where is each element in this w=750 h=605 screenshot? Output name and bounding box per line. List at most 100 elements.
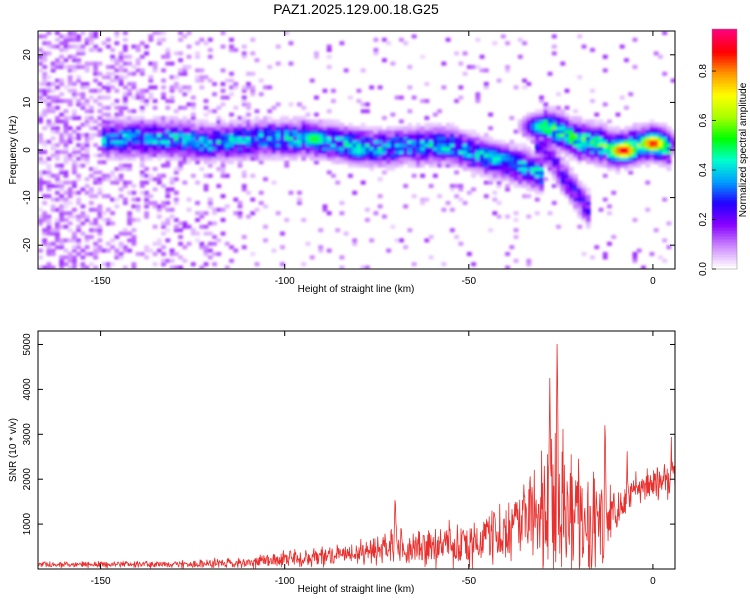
heatmap-cell <box>539 116 544 120</box>
heatmap-cell <box>560 109 566 114</box>
heatmap-cell <box>114 126 120 131</box>
heatmap-cell <box>624 167 629 171</box>
heatmap-cell <box>38 92 43 97</box>
heatmap-cell <box>653 156 659 161</box>
heatmap-cell <box>420 54 426 59</box>
heatmap-cell <box>645 139 651 144</box>
heatmap-cell <box>301 116 307 120</box>
heatmap-cell <box>445 133 451 137</box>
heatmap-cell <box>356 163 362 168</box>
heatmap-cell <box>318 146 324 151</box>
heatmap-cell <box>377 146 383 151</box>
heatmap-cell <box>445 163 451 168</box>
heatmap-cell <box>488 173 493 178</box>
heatmap-cell <box>139 153 145 158</box>
heatmap-cell <box>513 235 519 239</box>
heatmap-cell <box>509 170 515 175</box>
heatmap-cell <box>288 102 294 107</box>
heatmap-cell <box>322 119 328 124</box>
heatmap-cell <box>97 129 103 134</box>
heatmap-cell <box>275 143 281 148</box>
heatmap-cell <box>186 224 192 229</box>
heatmap-cell <box>505 143 510 148</box>
heatmap-cell <box>488 160 493 165</box>
heatmap-cell <box>666 167 672 171</box>
heatmap-cell <box>564 143 570 148</box>
heatmap-cell <box>496 160 502 165</box>
heatmap-cell <box>505 214 510 219</box>
heatmap-cell <box>71 31 77 35</box>
heatmap-cell <box>67 190 73 195</box>
heatmap-cell <box>267 126 273 131</box>
heatmap-cell <box>105 153 111 158</box>
heatmap-cell <box>335 156 341 161</box>
heatmap-cell <box>398 156 404 161</box>
heatmap-cell <box>356 146 362 151</box>
heatmap-cell <box>445 153 451 158</box>
heatmap-cell <box>275 122 281 127</box>
heatmap-cell <box>46 214 52 219</box>
heatmap-cell <box>411 156 417 161</box>
heatmap-cell <box>220 44 226 49</box>
heatmap-cell <box>522 41 527 46</box>
heatmap-cell <box>560 61 566 66</box>
heatmap-cell <box>297 133 302 137</box>
heatmap-cell <box>471 146 477 151</box>
heatmap-cell <box>339 201 345 205</box>
colorbar-cell <box>712 50 737 54</box>
heatmap-cell <box>530 126 536 131</box>
heatmap-cell <box>186 85 192 90</box>
heatmap-cell <box>301 153 307 158</box>
heatmap-cell <box>212 211 217 216</box>
heatmap-cell <box>165 221 171 226</box>
heatmap-cell <box>88 173 94 178</box>
heatmap-cell <box>271 122 277 127</box>
heatmap-cell <box>636 156 642 161</box>
heatmap-cell <box>424 150 430 154</box>
heatmap-cell <box>156 173 162 178</box>
heatmap-cell <box>560 146 566 151</box>
heatmap-cell <box>590 48 595 52</box>
heatmap-cell <box>522 167 527 171</box>
heatmap-cell <box>398 133 404 137</box>
heatmap-cell <box>466 139 472 144</box>
colorbar-cell <box>712 263 737 267</box>
heatmap-cell <box>165 194 171 199</box>
heatmap-cell <box>551 34 557 39</box>
heatmap-cell <box>161 163 166 168</box>
heatmap-cell <box>114 248 120 253</box>
heatmap-cell <box>564 170 570 175</box>
heatmap-cell <box>556 116 561 120</box>
heatmap-cell <box>182 92 188 97</box>
heatmap-cell <box>581 129 587 134</box>
heatmap-cell <box>424 139 430 144</box>
heatmap-cell <box>394 150 400 154</box>
heatmap-cell <box>335 139 341 144</box>
heatmap-cell <box>462 201 468 205</box>
heatmap-cell <box>496 177 502 182</box>
heatmap-cell <box>161 136 166 141</box>
heatmap-cell <box>632 150 638 154</box>
heatmap-cell <box>254 146 260 151</box>
heatmap-cell <box>424 116 430 120</box>
heatmap-cell <box>530 136 536 141</box>
heatmap-cell <box>547 126 553 131</box>
heatmap-cell <box>666 126 672 131</box>
heatmap-cell <box>564 150 570 154</box>
heatmap-cell <box>492 41 498 46</box>
colorbar-cell <box>712 137 737 141</box>
heatmap-cell <box>212 139 217 144</box>
heatmap-cell <box>364 136 370 141</box>
heatmap-cell <box>284 133 290 137</box>
heatmap-cell <box>93 241 99 246</box>
heatmap-cell <box>539 95 544 100</box>
heatmap-cell <box>458 139 464 144</box>
heatmap-cell <box>156 31 162 35</box>
heatmap-cell <box>148 248 154 253</box>
heatmap-cell <box>598 126 604 131</box>
heatmap-cell <box>114 197 120 202</box>
heatmap-cell <box>63 255 69 260</box>
heatmap-cell <box>602 153 608 158</box>
